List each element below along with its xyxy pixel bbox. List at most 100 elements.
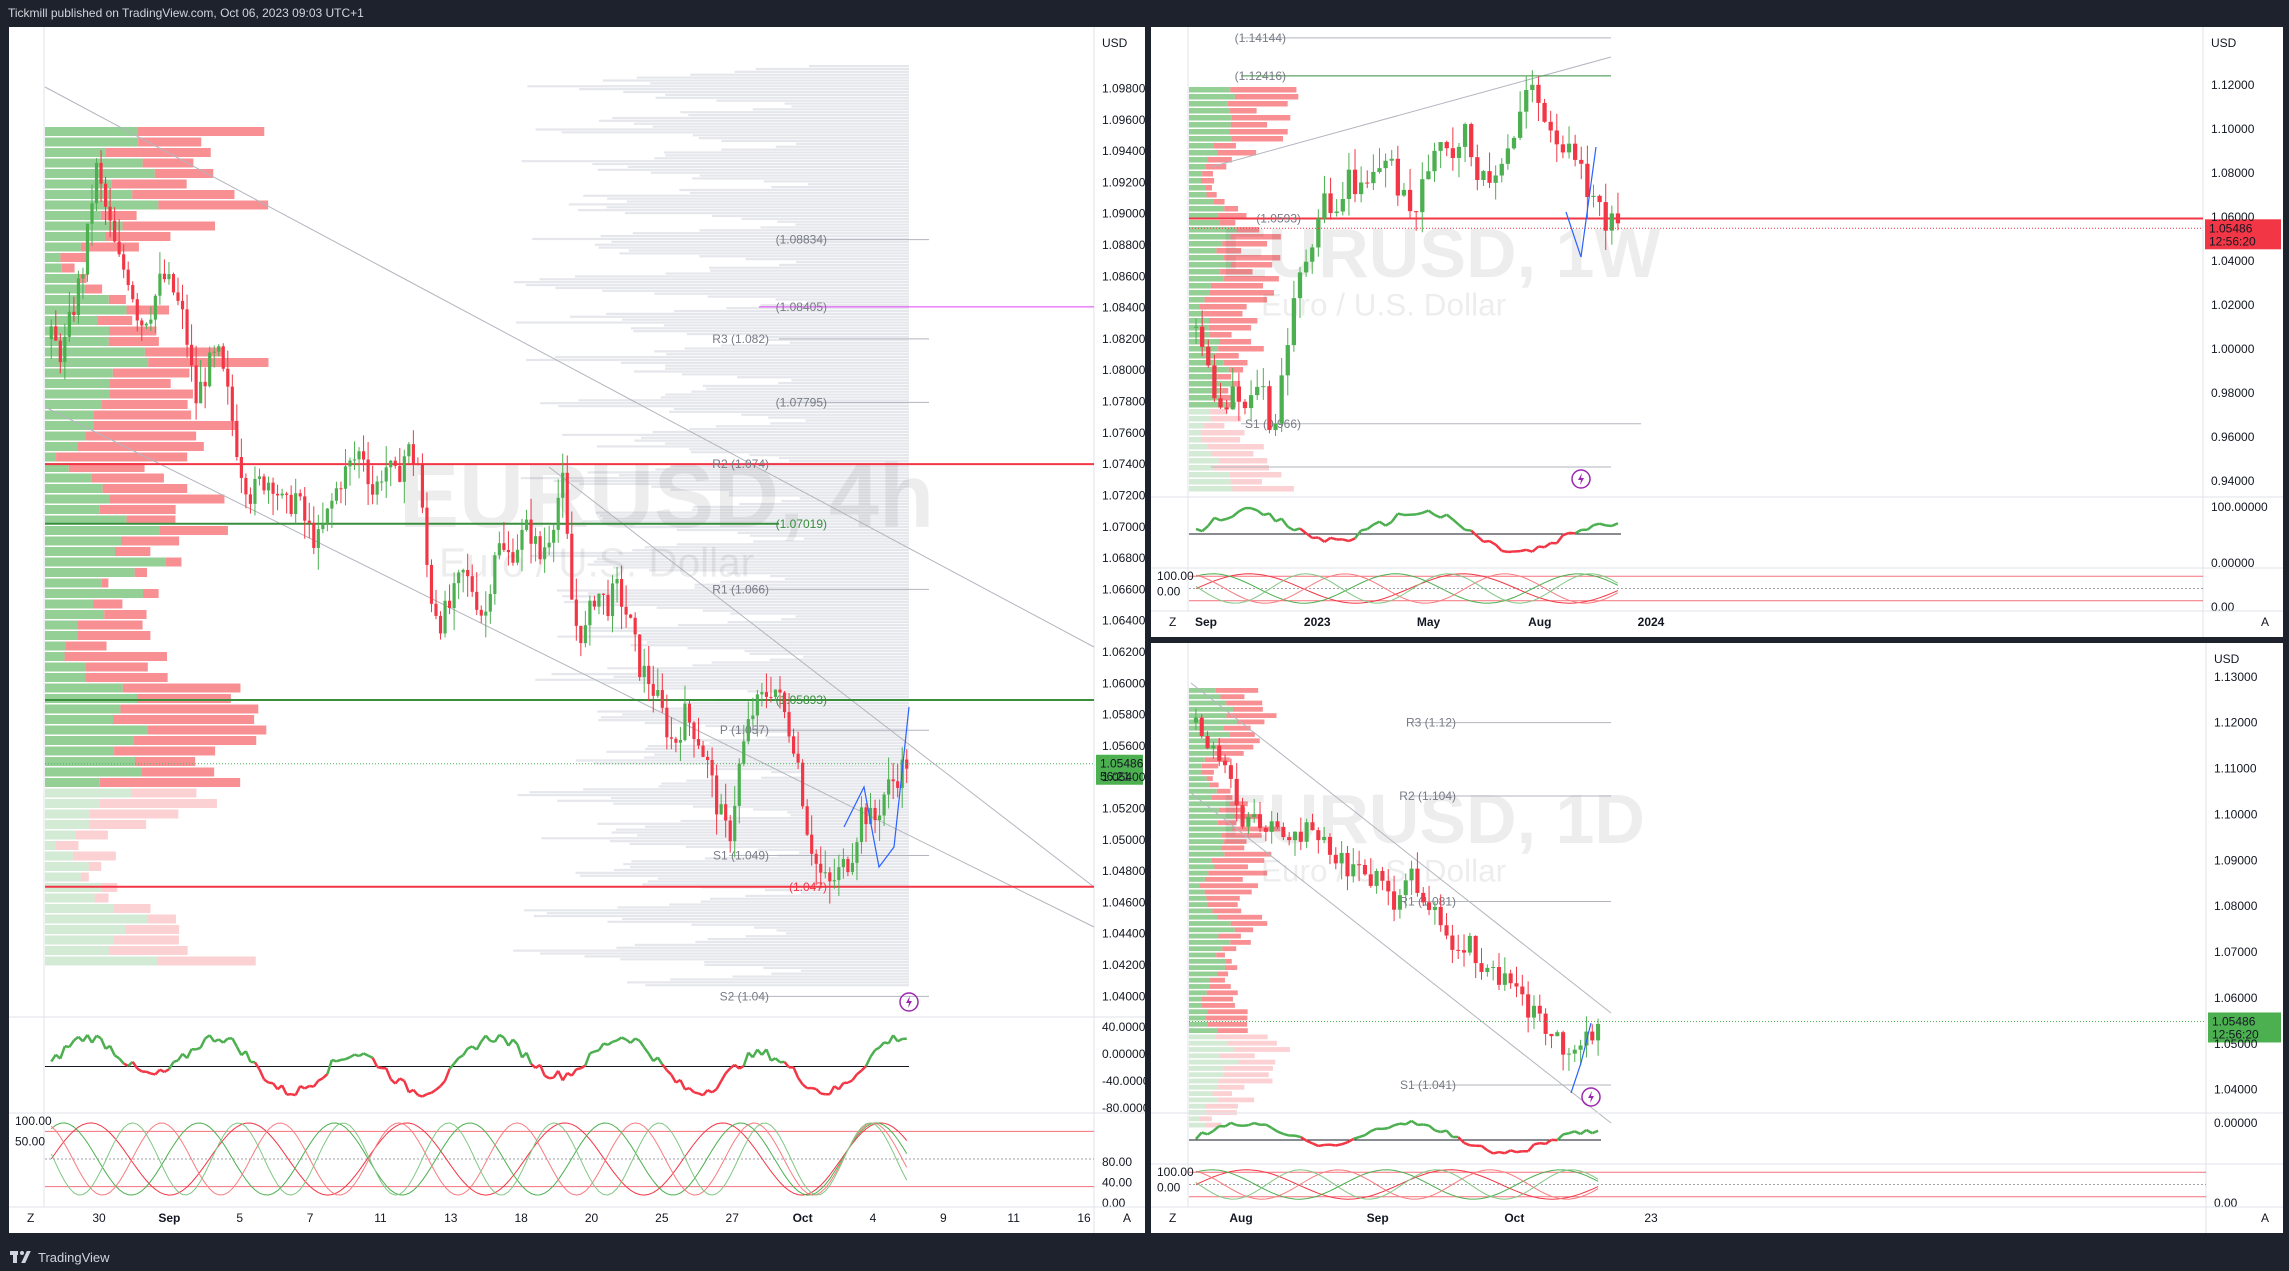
candle-body — [1339, 852, 1344, 864]
countdown-label: 12:56:20 — [2209, 234, 2256, 248]
auto-scale-a-label: A — [1123, 1211, 1131, 1225]
volume-profile-bar — [517, 793, 909, 797]
volume-row-up — [45, 778, 100, 787]
oscillator-line-segment — [1574, 1130, 1582, 1136]
volume-row-up — [1189, 465, 1215, 471]
price-tick: 1.05400 — [1102, 770, 1145, 784]
candle-body — [1444, 925, 1449, 936]
volume-profile-bar — [592, 162, 909, 166]
candle-body — [538, 536, 542, 560]
candle-body — [1234, 778, 1239, 806]
candle-body — [1542, 102, 1547, 122]
volume-profile-bar — [760, 304, 909, 307]
oscillator-line-segment — [304, 1084, 310, 1090]
oscillator-line-segment — [1265, 1123, 1273, 1129]
oscillator2-line — [50, 1122, 908, 1196]
volume-row-up — [1189, 864, 1215, 870]
volume-row-up — [45, 442, 78, 451]
oscillator-line-segment — [90, 1034, 98, 1044]
volume-row-up — [1189, 472, 1230, 478]
lightning-icon — [1581, 1087, 1601, 1107]
daily-chart-panel[interactable]: EURUSD, 1D Euro / U.S. Dollar R3 (1.12) R2 … — [1151, 643, 2283, 1233]
candle-body — [1537, 1005, 1542, 1014]
oscillator-line-segment — [185, 1048, 193, 1059]
volume-profile-bar — [796, 260, 909, 264]
candle-body — [470, 576, 474, 592]
time-tick: 4 — [870, 1211, 877, 1225]
oscillator-line-segment — [1544, 1138, 1553, 1145]
volume-profile-bar — [731, 727, 909, 730]
volume-profile-bar — [541, 837, 909, 840]
volume-row-up — [1189, 1097, 1218, 1103]
volume-profile-bar — [645, 747, 909, 751]
candle-body — [633, 617, 637, 635]
volume-row-up — [45, 274, 79, 283]
volume-row-down — [1229, 108, 1257, 114]
volume-row-down — [1210, 409, 1228, 415]
oscillator-line-segment — [173, 1059, 179, 1064]
volume-row-down — [122, 683, 241, 693]
candle-body — [1257, 814, 1263, 828]
time-tick: 27 — [726, 1211, 740, 1225]
volume-row-up — [1189, 788, 1217, 794]
main-chart-panel[interactable]: EURUSD, 4h Euro / U.S. Dollar (1.08834) (1.… — [9, 27, 1145, 1233]
candle-body — [316, 529, 320, 548]
price-tick: 1.08200 — [1102, 332, 1145, 346]
oscillator-line-segment — [1329, 1143, 1336, 1147]
volume-profile-bar — [721, 148, 909, 151]
volume-row-down — [1234, 1047, 1290, 1052]
volume-row-down — [1217, 820, 1237, 826]
volume-row-down — [1217, 1097, 1255, 1103]
volume-row-down — [93, 410, 192, 420]
volume-row-up — [45, 200, 159, 210]
oscillator-line-segment — [1507, 550, 1515, 554]
volume-row-up — [1189, 430, 1201, 436]
oscillator-line-segment — [1533, 1141, 1541, 1146]
volume-profile-bar — [775, 298, 909, 301]
volume-row-down — [109, 326, 157, 336]
volume-profile-bar — [670, 488, 909, 491]
volume-row-down — [88, 862, 102, 871]
volume-profile-bar — [646, 641, 909, 644]
volume-row-down — [1217, 150, 1257, 156]
candle-body — [1322, 193, 1327, 219]
volume-row-up — [45, 242, 81, 252]
trend-channel-line — [1190, 792, 1612, 1124]
volume-row-down — [1207, 1009, 1248, 1015]
candle-body — [239, 456, 243, 478]
volume-profile-bar — [622, 318, 909, 321]
candle-body — [1438, 906, 1443, 926]
candle-body — [1508, 973, 1513, 984]
volume-row-down — [1218, 458, 1268, 464]
oscillator-line-segment — [154, 1068, 161, 1076]
candle-body — [117, 241, 121, 255]
time-tick: Sep — [1367, 1211, 1389, 1225]
volume-profile-bar — [633, 330, 909, 333]
volume-row-up — [45, 788, 131, 798]
volume-row-up — [45, 641, 66, 651]
candle-body — [1432, 906, 1437, 910]
oscillator-line-segment — [1268, 512, 1277, 523]
volume-row-down — [1207, 157, 1232, 163]
volume-row-down — [125, 925, 180, 934]
time-tick: 9 — [940, 1211, 947, 1225]
oscillator-line-segment — [443, 1068, 451, 1082]
volume-profile-bar — [521, 160, 909, 163]
volume-row-down — [89, 809, 179, 819]
time-tick: 25 — [655, 1211, 669, 1225]
weekly-chart-panel[interactable]: EURUSD, 1W Euro / U.S. Dollar (1.14144) (1.… — [1151, 27, 2283, 637]
candle-body — [1401, 189, 1407, 196]
volume-row-up — [45, 410, 94, 420]
volume-row-up — [1189, 458, 1219, 464]
oscillator-line-segment — [258, 1068, 266, 1080]
price-tick: 1.13000 — [2214, 670, 2258, 684]
volume-profile-bar — [664, 442, 909, 445]
volume-profile-bar — [564, 600, 909, 604]
volume-profile-bar — [553, 479, 909, 483]
volume-profile-bar — [606, 206, 909, 209]
watermark-description: Euro / U.S. Dollar — [1261, 287, 1506, 323]
volume-row-up — [1189, 395, 1221, 401]
